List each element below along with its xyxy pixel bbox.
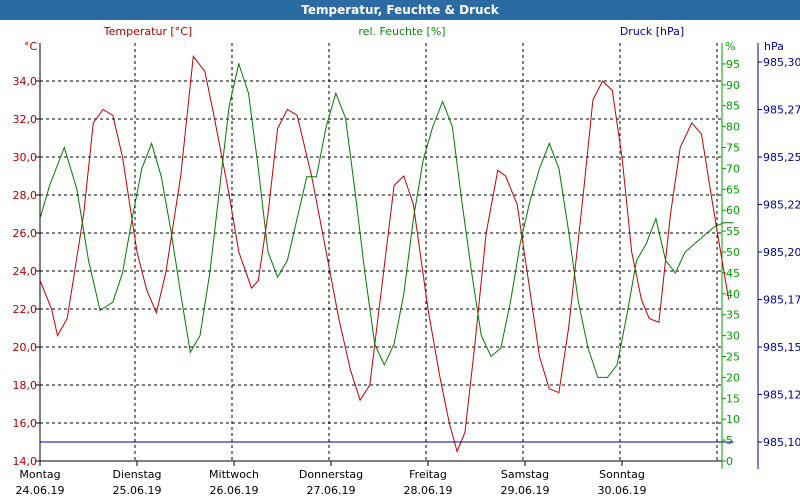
temperature-tick-label: 16,0 [13,417,38,430]
humidity-tick-label: 70 [726,162,740,175]
pressure-tick-label: 985,30 [763,56,800,69]
humidity-tick-label: 95 [726,58,740,71]
pressure-axis-title: Druck [hPa] [620,25,684,38]
line-chart: 14,0 16,0 18,0 20,0 22,0 24,0 26,0 28,0 30,0 32,0… [13,25,800,497]
humidity-tick-label: 65 [726,183,740,196]
window-title: Temperatur, Feuchte & Druck [0,0,800,20]
pressure-tick-label: 985,25 [763,151,800,164]
x-date-label: 26.06.19 [210,484,259,497]
pressure-tick-label: 985,20 [763,246,800,259]
humidity-tick-label: 80 [726,121,740,134]
plot-area [40,43,722,461]
humidity-tick-label: 25 [726,351,740,364]
humidity-tick-label: 50 [726,246,740,259]
humidity-tick-label: 5 [726,434,733,447]
pressure-tick-label: 985,22 [763,199,800,212]
temperature-tick-label: 26,0 [13,227,38,240]
x-day-label: Dienstag [112,468,161,481]
x-date-label: 28.06.19 [404,484,453,497]
temperature-tick-label: 20,0 [13,341,38,354]
humidity-series-line [39,62,734,378]
temperature-tick-label: 14,0 [13,455,38,468]
temperature-unit: °C [24,40,38,53]
humidity-tick-label: 45 [726,267,740,280]
pressure-tick-label: 985,17 [763,294,800,307]
humidity-tick-label: 10 [726,413,740,426]
humidity-tick-label: 60 [726,204,740,217]
pressure-unit: hPa [764,40,784,53]
humidity-unit: % [725,40,735,53]
temperature-tick-label: 18,0 [13,379,38,392]
humidity-tick-label: 90 [726,79,740,92]
x-day-label: Samstag [501,468,549,481]
humidity-tick-label: 55 [726,225,740,238]
humidity-tick-label: 75 [726,142,740,155]
temperature-axis-title: Temperatur [°C] [103,25,192,38]
x-date-label: 30.06.19 [598,484,647,497]
humidity-tick-label: 0 [726,455,733,468]
temperature-tick-label: 34,0 [13,75,38,88]
humidity-tick-label: 40 [726,288,740,301]
x-date-label: 25.06.19 [113,484,162,497]
temperature-tick-label: 28,0 [13,189,38,202]
humidity-axis-title: rel. Feuchte [%] [358,25,445,38]
humidity-tick-label: 20 [726,371,740,384]
humidity-tick-label: 35 [726,309,740,322]
x-day-label: Donnerstag [299,468,363,481]
pressure-tick-label: 985,27 [763,104,800,117]
humidity-tick-label: 30 [726,330,740,343]
temperature-series-line [39,54,730,454]
temperature-tick-label: 22,0 [13,303,38,316]
pressure-tick-label: 985,15 [763,341,800,354]
humidity-tick-label: 85 [726,100,740,113]
pressure-tick-label: 985,12 [763,389,800,402]
temperature-tick-label: 32,0 [13,113,38,126]
x-day-label: Mittwoch [209,468,259,481]
x-date-label: 29.06.19 [501,484,550,497]
temperature-tick-label: 24,0 [13,265,38,278]
pressure-tick-label: 985,10 [763,436,800,449]
x-date-label: 27.06.19 [307,484,356,497]
x-date-label: 24.06.19 [16,484,65,497]
humidity-tick-label: 15 [726,392,740,405]
x-day-label: Sonntag [599,468,645,481]
x-day-label: Montag [19,468,60,481]
x-day-label: Freitag [409,468,447,481]
temperature-tick-label: 30,0 [13,151,38,164]
